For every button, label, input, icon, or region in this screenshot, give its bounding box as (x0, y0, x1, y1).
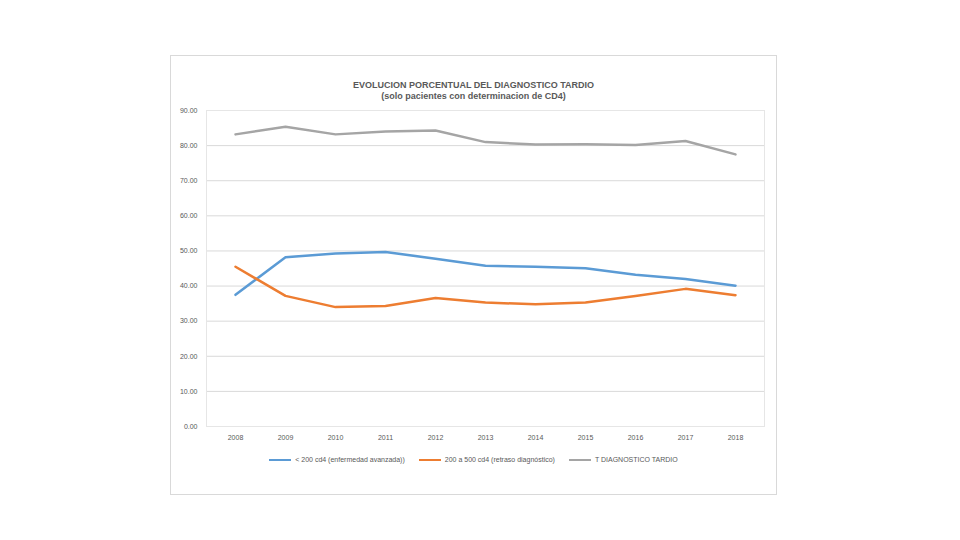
html-text:(solo pacientes con determinac: (solo pacientes con determinacion de CD4… (381, 91, 566, 101)
svg-text:2010: 2010 (328, 434, 344, 441)
svg-text:2009: 2009 (278, 434, 294, 441)
html-text:< 200 cd4 (enfermedad avanzada: < 200 cd4 (enfermedad avanzada)) (295, 456, 405, 463)
svg-text:20.00: 20.00 (180, 353, 198, 360)
svg-text:70.00: 70.00 (180, 177, 198, 184)
svg-text:2016: 2016 (628, 434, 644, 441)
html-text:200 a 500 cd4 (retraso diagnós: 200 a 500 cd4 (retraso diagnóstico) (444, 456, 555, 463)
html-text:EVOLUCION PORCENTUAL DEL DIAGN: EVOLUCION PORCENTUAL DEL DIAGNOSTICO TAR… (353, 80, 594, 90)
svg-text:80.00: 80.00 (180, 142, 198, 149)
svg-text:40.00: 40.00 (180, 282, 198, 289)
svg-text:50.00: 50.00 (180, 247, 198, 254)
svg-text:2017: 2017 (678, 434, 694, 441)
svg-text:2018: 2018 (728, 434, 744, 441)
svg-text:2011: 2011 (378, 434, 393, 441)
html-text:T DIAGNOSTICO TARDIO: T DIAGNOSTICO TARDIO (594, 456, 678, 463)
svg-text:2012: 2012 (428, 434, 444, 441)
svg-text:10.00: 10.00 (180, 388, 198, 395)
svg-text:0.00: 0.00 (184, 423, 198, 430)
svg-text:90.00: 90.00 (180, 107, 198, 114)
svg-text:30.00: 30.00 (180, 317, 198, 324)
svg-text:2015: 2015 (578, 434, 594, 441)
svg-text:2014: 2014 (528, 434, 544, 441)
svg-text:2008: 2008 (228, 434, 244, 441)
svg-text:2013: 2013 (478, 434, 494, 441)
svg-text:60.00: 60.00 (180, 212, 198, 219)
